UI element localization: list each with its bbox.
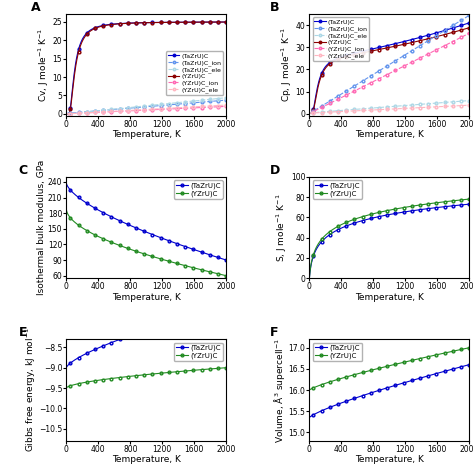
Y-axis label: Gibbs free energy, kJ mol$^{-1}$: Gibbs free energy, kJ mol$^{-1}$: [23, 328, 37, 453]
X-axis label: Temperature, K: Temperature, K: [355, 293, 424, 302]
Legend: (TaZrU)C, (YZrU)C: (TaZrU)C, (YZrU)C: [313, 343, 362, 361]
Y-axis label: S, J mole$^{-1}$ K$^{-1}$: S, J mole$^{-1}$ K$^{-1}$: [275, 193, 289, 262]
Text: D: D: [269, 164, 280, 177]
Legend: (TaZrU)C, (YZrU)C: (TaZrU)C, (YZrU)C: [173, 180, 223, 199]
Legend: (TaZrU)C, (YZrU)C: (TaZrU)C, (YZrU)C: [173, 343, 223, 361]
Text: B: B: [269, 1, 279, 14]
X-axis label: Temperature, K: Temperature, K: [112, 293, 181, 302]
Legend: (TaZrU)C, (TaZrU)C_ion, (TaZrU)C_ele, (YZrU)C, (YZrU)C_ion, (YZrU)C_ele: (TaZrU)C, (TaZrU)C_ion, (TaZrU)C_ele, (Y…: [166, 51, 223, 95]
Legend: (TaZrU)C, (TaZrU)C_ion, (TaZrU)C_ele, (YZrU)C, (YZrU)C_ion, (YZrU)C_ele: (TaZrU)C, (TaZrU)C_ion, (TaZrU)C_ele, (Y…: [312, 18, 369, 61]
Y-axis label: Cv, J mole$^{-1}$ K$^{-1}$: Cv, J mole$^{-1}$ K$^{-1}$: [37, 28, 51, 102]
Legend: (TaZrU)C, (YZrU)C: (TaZrU)C, (YZrU)C: [313, 180, 362, 199]
X-axis label: Temperature, K: Temperature, K: [355, 130, 424, 139]
X-axis label: Temperature, K: Temperature, K: [355, 456, 424, 465]
Y-axis label: Isothermal bulk modulus, GPa: Isothermal bulk modulus, GPa: [37, 160, 46, 295]
X-axis label: Temperature, K: Temperature, K: [112, 130, 181, 139]
Text: E: E: [18, 326, 27, 339]
X-axis label: Temperature, K: Temperature, K: [112, 456, 181, 465]
Text: A: A: [31, 1, 41, 14]
Y-axis label: Volume, Å$^3$ supercell$^{-1}$: Volume, Å$^3$ supercell$^{-1}$: [272, 337, 287, 443]
Y-axis label: Cp, J mole$^{-1}$ K$^{-1}$: Cp, J mole$^{-1}$ K$^{-1}$: [280, 27, 294, 102]
Text: C: C: [18, 164, 27, 177]
Text: F: F: [269, 326, 278, 339]
